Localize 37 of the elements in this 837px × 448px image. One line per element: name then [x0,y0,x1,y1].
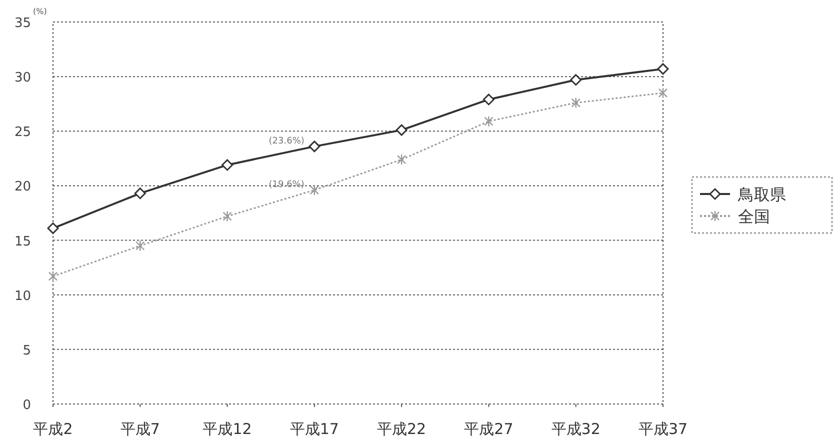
y-tick-label: 0 [22,398,31,413]
x-tick-label: 平成27 [464,420,514,438]
x-tick-label: 平成7 [120,420,160,438]
y-tick-label: 15 [14,234,31,250]
x-tick-label: 平成2 [33,420,73,438]
legend-label: 鳥取県 [737,185,786,204]
point [308,140,320,152]
y-tick-label: 10 [14,288,31,304]
point [396,154,406,166]
x-tick-label: 平成12 [202,420,252,438]
annotation: (19.6%) [268,180,304,190]
point [222,210,232,222]
y-tick-label: 30 [14,70,31,86]
point [396,124,408,136]
point [570,74,582,86]
point [657,63,669,75]
legend-label: 全国 [738,207,770,226]
point [658,87,668,99]
point [310,184,320,196]
x-tick-label: 平成17 [290,420,339,438]
point [47,222,59,234]
point [484,116,494,127]
x-tick-label: 平成32 [551,420,600,438]
y-tick-label: 5 [22,343,31,358]
y-tick-label: 25 [14,125,31,140]
y-tick-label: 20 [14,180,31,195]
y-tick-label: 35 [14,16,31,31]
point [136,240,145,252]
annotation: (23.6%) [268,136,304,146]
point [482,94,494,106]
point [222,159,234,171]
x-tick-label: 平成37 [638,420,688,438]
point [571,97,580,108]
x-tick-label: 平成22 [377,420,426,438]
point [134,188,146,200]
y-axis-title: (%) [33,7,47,16]
point [48,270,58,282]
